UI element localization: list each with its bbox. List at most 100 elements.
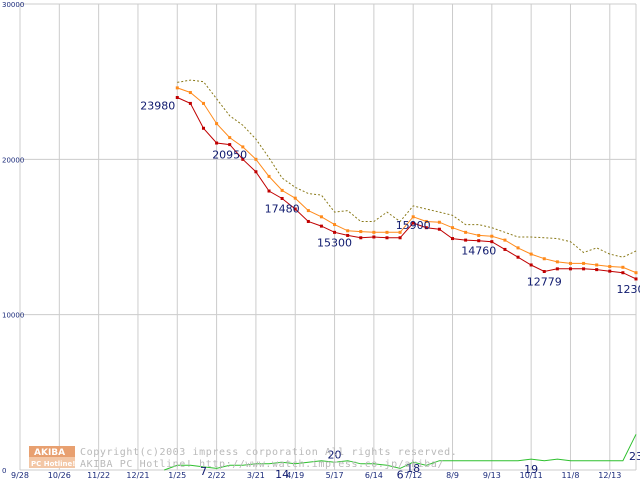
price-average-marker: [608, 265, 612, 269]
price-main-marker: [175, 96, 179, 100]
price-average-marker: [241, 145, 245, 149]
x-tick-label: 10/26: [48, 471, 71, 480]
price-average-marker: [228, 136, 232, 140]
price-average-marker: [529, 252, 533, 256]
price-average-marker: [188, 91, 192, 95]
price-high-line: [177, 79, 637, 258]
price-average-marker: [385, 230, 389, 234]
price-main-marker: [333, 230, 337, 234]
data-label: 15300: [317, 236, 352, 249]
price-main-marker: [621, 271, 625, 275]
price-average-line: [177, 87, 637, 274]
price-main-marker: [503, 247, 507, 251]
price-average-marker: [516, 246, 520, 250]
price-average-marker: [568, 261, 572, 265]
price-main-marker: [529, 263, 533, 267]
data-label: 17480: [265, 202, 300, 215]
data-label: 20950: [212, 149, 247, 162]
price-main-marker: [385, 236, 389, 240]
akiba-logo: AKIBA PC Hotline!: [29, 446, 75, 468]
data-label: 20: [328, 449, 342, 462]
url-text: AKIBA PC Hotline! http://www.watch.impre…: [80, 459, 444, 470]
price-main-marker: [437, 227, 441, 231]
price-main-marker: [280, 196, 284, 200]
price-average-marker: [333, 223, 337, 227]
price-main-marker: [319, 224, 323, 228]
price-main-marker: [608, 269, 612, 273]
y-axis-ticks: 0 10000 20000 30000: [2, 1, 24, 475]
x-axis-ticks: 9/28 10/26 11/22 12/21 1/25 2/22 3/21 4/19 5/17 6…: [11, 471, 621, 480]
x-tick-label: 6/14: [365, 471, 383, 480]
x-tick-label: 11/8: [561, 471, 579, 480]
x-tick-label: 7/12: [404, 471, 422, 480]
price-average-marker: [319, 215, 323, 219]
price-main-marker: [411, 221, 415, 225]
y-tick-label: 10000: [2, 312, 24, 320]
watermark: AKIBA PC Hotline! Copyright(c)2003 impre…: [29, 446, 457, 470]
price-main-marker: [477, 239, 481, 243]
count-line: [164, 434, 637, 471]
price-average-marker: [280, 188, 284, 192]
data-label: 19: [524, 463, 538, 476]
price-average-marker: [424, 219, 428, 223]
price-main-marker: [254, 170, 258, 174]
price-average-marker: [201, 101, 205, 105]
price-main-marker: [424, 226, 428, 230]
data-label: 7: [200, 465, 207, 478]
data-label: 12300: [617, 283, 640, 296]
x-tick-label: 10/11: [520, 471, 543, 480]
y-tick-label: 0: [2, 467, 6, 475]
price-main-marker: [359, 236, 363, 240]
x-tick-label: 1/25: [168, 471, 186, 480]
price-main-marker: [464, 238, 468, 242]
price-average-marker: [306, 209, 310, 213]
y-tick-label: 30000: [2, 1, 24, 9]
data-label: 14760: [461, 245, 496, 258]
price-main-marker: [451, 237, 455, 241]
data-labels: 23980 20950 17480 15300 15900 14760 12779 12300…: [140, 100, 640, 480]
price-main-marker: [555, 267, 559, 271]
data-label: 18: [406, 462, 420, 475]
price-average-marker: [555, 260, 559, 264]
price-average-marker: [411, 215, 415, 219]
price-main-marker: [490, 240, 494, 244]
x-tick-label: 12/13: [598, 471, 621, 480]
logo-line2: PC Hotline!: [31, 460, 75, 468]
price-average-marker: [437, 220, 441, 224]
price-average-marker: [293, 196, 297, 200]
data-label: 14: [275, 468, 289, 480]
logo-line1: AKIBA: [34, 448, 65, 458]
x-tick-label: 11/22: [87, 471, 110, 480]
data-label: 12779: [527, 275, 562, 288]
price-main-marker: [267, 189, 271, 193]
price-average-marker: [254, 157, 258, 161]
price-average-marker: [582, 261, 586, 265]
price-main-marker: [595, 268, 599, 272]
price-main-line: [177, 97, 637, 280]
price-main-marker: [346, 233, 350, 237]
price-average-marker: [175, 86, 179, 90]
price-average-marker: [595, 263, 599, 267]
price-main-marker: [398, 236, 402, 240]
price-average-marker: [542, 257, 546, 261]
price-average-marker: [215, 122, 219, 126]
price-average-marker: [359, 230, 363, 234]
price-average-marker: [490, 234, 494, 238]
price-main-marker: [568, 267, 572, 271]
price-main-marker: [542, 269, 546, 273]
copyright-text: Copyright(c)2003 impress corporation All…: [80, 447, 457, 458]
price-main-marker: [516, 255, 520, 259]
x-tick-label: 4/19: [286, 471, 304, 480]
price-main-marker: [293, 207, 297, 211]
price-average-marker: [621, 265, 625, 269]
price-average-marker: [346, 229, 350, 233]
data-label: 23980: [140, 100, 175, 113]
price-main-marker: [215, 141, 219, 145]
price-average-marker: [398, 230, 402, 234]
y-tick-label: 20000: [2, 156, 24, 164]
price-average-marker: [503, 238, 507, 242]
price-main-marker: [306, 219, 310, 223]
x-tick-label: 9/13: [483, 471, 501, 480]
price-main-marker: [372, 235, 376, 239]
